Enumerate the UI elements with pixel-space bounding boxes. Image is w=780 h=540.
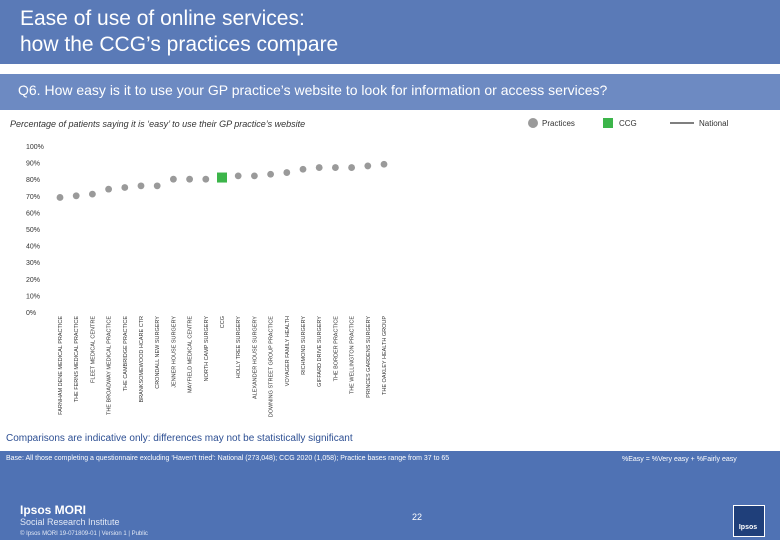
question-band [0,74,780,110]
legend-practices-label: Practices [542,119,575,128]
y-tick-label: 70% [26,194,40,201]
ipsos-logo-text: Ipsos [738,524,758,531]
practice-marker [170,175,177,183]
legend-ccg-marker [603,118,613,128]
legend-practice-marker [528,118,538,128]
practice-marker [186,175,194,183]
y-tick-label: 90% [26,161,40,168]
x-tick-label: NORTH CAMP SURGERY [204,316,210,382]
x-tick-label: PRINCES GARDENS SURGERY [366,316,372,398]
practice-marker [332,164,339,171]
legend-national-label: National [699,119,729,128]
x-tick-label: DOWNING STREET GROUP PRACTICE [269,316,275,418]
significance-note: Comparisons are indicative only: differe… [6,433,353,444]
ipsos-logo-box [733,505,765,537]
practice-marker [89,190,96,198]
title-band [0,0,780,64]
chart-title: Percentage of patients saying it is ‘eas… [10,119,306,129]
question-text: Q6. How easy is it to use your GP practi… [18,82,608,98]
x-tick-label: THE OAKLEY HEALTH GROUP [382,316,388,395]
base-text: Base: All those completing a questionnai… [6,455,450,462]
y-tick-label: 60% [26,210,40,217]
practice-marker [202,175,210,183]
y-tick-label: 40% [26,244,40,251]
y-tick-label: 30% [26,260,40,267]
x-tick-label: THE CAMBRIDGE PRACTICE [123,316,129,392]
practice-marker [283,169,291,176]
y-tick-label: 100% [26,144,44,151]
practice-marker [364,162,372,170]
practice-marker [72,192,80,200]
practice-marker [251,172,258,180]
x-tick-label: MAYFIELD MEDICAL CENTRE [188,316,194,393]
x-tick-label: THE BROADWAY MEDICAL PRACTICE [107,316,113,415]
logo-subtitle: Social Research Institute [20,517,120,527]
x-tick-label: FARNHAM DENE MEDICAL PRACTICE [58,316,64,415]
practice-marker [56,194,64,201]
practice-marker [380,160,388,168]
x-tick-label: CRONDALL NEW SURGERY [155,316,161,389]
practice-marker [267,170,274,178]
practice-marker [137,182,145,190]
x-tick-label: THE WELLINGTON PRACTICE [350,316,356,394]
page-title: Ease of use of online services: how the … [20,7,339,56]
practice-marker [153,182,161,190]
footer-band [0,451,780,540]
practice-marker [299,165,307,173]
x-tick-label: VOYAGER FAMILY HEALTH [285,316,291,386]
ccg-marker [217,172,227,183]
x-tick-label: THE FERNS MEDICAL PRACTICE [74,316,80,403]
x-tick-label: FLEET MEDICAL CENTRE [90,316,96,383]
x-tick-label: JENNER HOUSE SURGERY [171,316,177,388]
key-text: %Easy = %Very easy + %Fairly easy [622,456,737,463]
y-tick-label: 20% [26,277,40,284]
practice-marker [105,185,112,193]
practice-marker [121,184,129,191]
practice-marker [234,172,242,180]
x-tick-label: HOLLY TREE SURGERY [236,316,242,379]
x-tick-label: ALEXANDER HOUSE SURGERY [252,316,258,399]
y-tick-label: 0% [26,310,36,317]
y-tick-label: 10% [26,293,40,300]
copyright-text: © Ipsos MORI 19-071809-01 | Version 1 | … [20,531,148,537]
y-tick-label: 50% [26,227,40,234]
practice-marker [348,164,355,171]
x-tick-label: BRANKSOMEWOOD HCARE CTR [139,316,145,403]
page-number: 22 [412,512,423,522]
practice-marker [315,164,323,171]
ipsos-mori-logo: Ipsos MORI [20,503,87,517]
x-tick-label: RICHMOND SURGERY [301,316,307,375]
x-tick-label: GIFFARD DRIVE SURGERY [317,316,323,387]
x-tick-label: CCG [220,316,226,328]
y-tick-label: 80% [26,177,40,184]
legend-ccg-label: CCG [619,119,637,128]
x-tick-label: THE BORDER PRACTICE [333,316,339,382]
